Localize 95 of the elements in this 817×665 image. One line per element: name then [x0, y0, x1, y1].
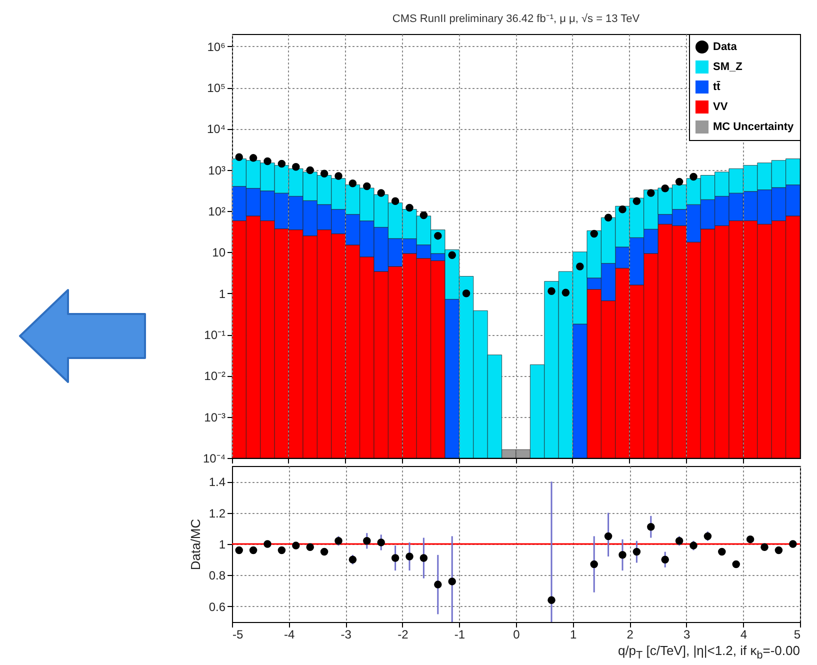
y-tick-label: 10	[212, 246, 226, 260]
point	[235, 153, 243, 161]
point	[249, 546, 258, 554]
point	[661, 184, 669, 192]
x-tick-label: -5	[232, 628, 244, 642]
point	[604, 532, 612, 540]
point	[718, 548, 726, 556]
point	[306, 166, 314, 174]
legend-label: SM_Z	[713, 61, 743, 73]
point	[249, 154, 258, 162]
x-tick-label: 3	[684, 628, 691, 642]
y-tick-label: 10⁻²	[204, 369, 226, 384]
y-tick-label: 1.2	[208, 506, 226, 520]
point	[618, 551, 626, 559]
y-tick-label: 1	[218, 538, 226, 552]
point	[732, 560, 740, 568]
point	[292, 163, 300, 171]
point	[235, 546, 243, 554]
x-tick-label: -1	[454, 628, 466, 642]
point	[406, 204, 414, 212]
point	[448, 578, 456, 586]
chart-title: CMS RunII preliminary 36.42 fb⁻¹, μ μ, √s = 13 TeV	[392, 13, 640, 25]
point	[420, 211, 428, 220]
point	[377, 189, 385, 197]
point	[675, 537, 684, 545]
point	[632, 197, 641, 205]
y-tick-label: 1	[218, 286, 226, 301]
point	[789, 540, 797, 548]
y-tick-label: 0.8	[208, 568, 226, 583]
point	[590, 560, 598, 568]
x-tick-label: -2	[398, 628, 409, 642]
legend-label: tt̄	[713, 81, 721, 93]
x-tick-label: 0	[513, 628, 520, 642]
point	[590, 230, 598, 238]
point	[363, 182, 371, 190]
point	[690, 542, 698, 550]
point	[632, 548, 641, 556]
point	[434, 232, 442, 240]
point	[278, 546, 286, 554]
point	[462, 289, 470, 298]
point	[562, 288, 570, 297]
point	[548, 596, 556, 604]
y-tick-label: 10²	[208, 204, 226, 219]
point	[576, 262, 584, 270]
point	[348, 180, 357, 188]
point	[391, 554, 400, 562]
y-tick-label: 10⁵	[207, 81, 226, 96]
y-tick-label: 10⁶	[207, 40, 226, 54]
point	[618, 205, 626, 214]
y-tick-label: 10⁴	[206, 122, 226, 136]
point	[420, 554, 428, 562]
x-tick-label: -4	[284, 628, 295, 642]
x-tick-label: 2	[626, 628, 634, 642]
x-tick-label: -3	[340, 628, 352, 642]
point	[704, 532, 712, 540]
legend-label: MC Uncertainty	[713, 121, 795, 133]
y-axis-title: Data/MC	[188, 518, 203, 570]
legend-label: VV	[713, 101, 728, 113]
point	[292, 542, 300, 550]
point	[406, 552, 414, 560]
point	[264, 540, 272, 548]
point	[647, 522, 655, 531]
point	[760, 543, 768, 551]
point	[348, 556, 357, 564]
point	[391, 197, 400, 205]
point	[746, 535, 754, 544]
point	[661, 556, 669, 564]
x-tick-label: 5	[794, 628, 801, 642]
point	[647, 189, 655, 197]
point	[334, 172, 342, 180]
point	[278, 160, 286, 168]
point	[320, 548, 328, 556]
legend-label: Data	[713, 41, 738, 53]
point	[675, 178, 684, 186]
x-tick-label: 4	[740, 628, 748, 642]
x-axis-title: q/p$_{T}$ [c/TeV], |η|<1.2, if κ$_{b}$=-0.00	[618, 643, 800, 664]
point	[377, 538, 385, 546]
point	[448, 251, 456, 259]
point	[320, 170, 328, 178]
point	[604, 214, 612, 222]
y-tick-label: 10⁻⁴	[202, 452, 226, 466]
y-tick-label: 10⁻¹	[204, 328, 226, 342]
point	[690, 172, 698, 181]
point	[548, 287, 556, 296]
point	[434, 580, 442, 588]
x-tick-label: 1	[570, 628, 577, 642]
point	[306, 543, 314, 551]
point	[264, 157, 272, 166]
y-tick-label: 10⁻³	[204, 410, 226, 424]
point	[363, 537, 371, 545]
y-tick-label: 0.6	[208, 600, 226, 614]
point	[334, 537, 342, 545]
point	[774, 546, 783, 554]
y-tick-label: 1.4	[208, 475, 226, 490]
y-tick-label: 10³	[208, 163, 226, 178]
